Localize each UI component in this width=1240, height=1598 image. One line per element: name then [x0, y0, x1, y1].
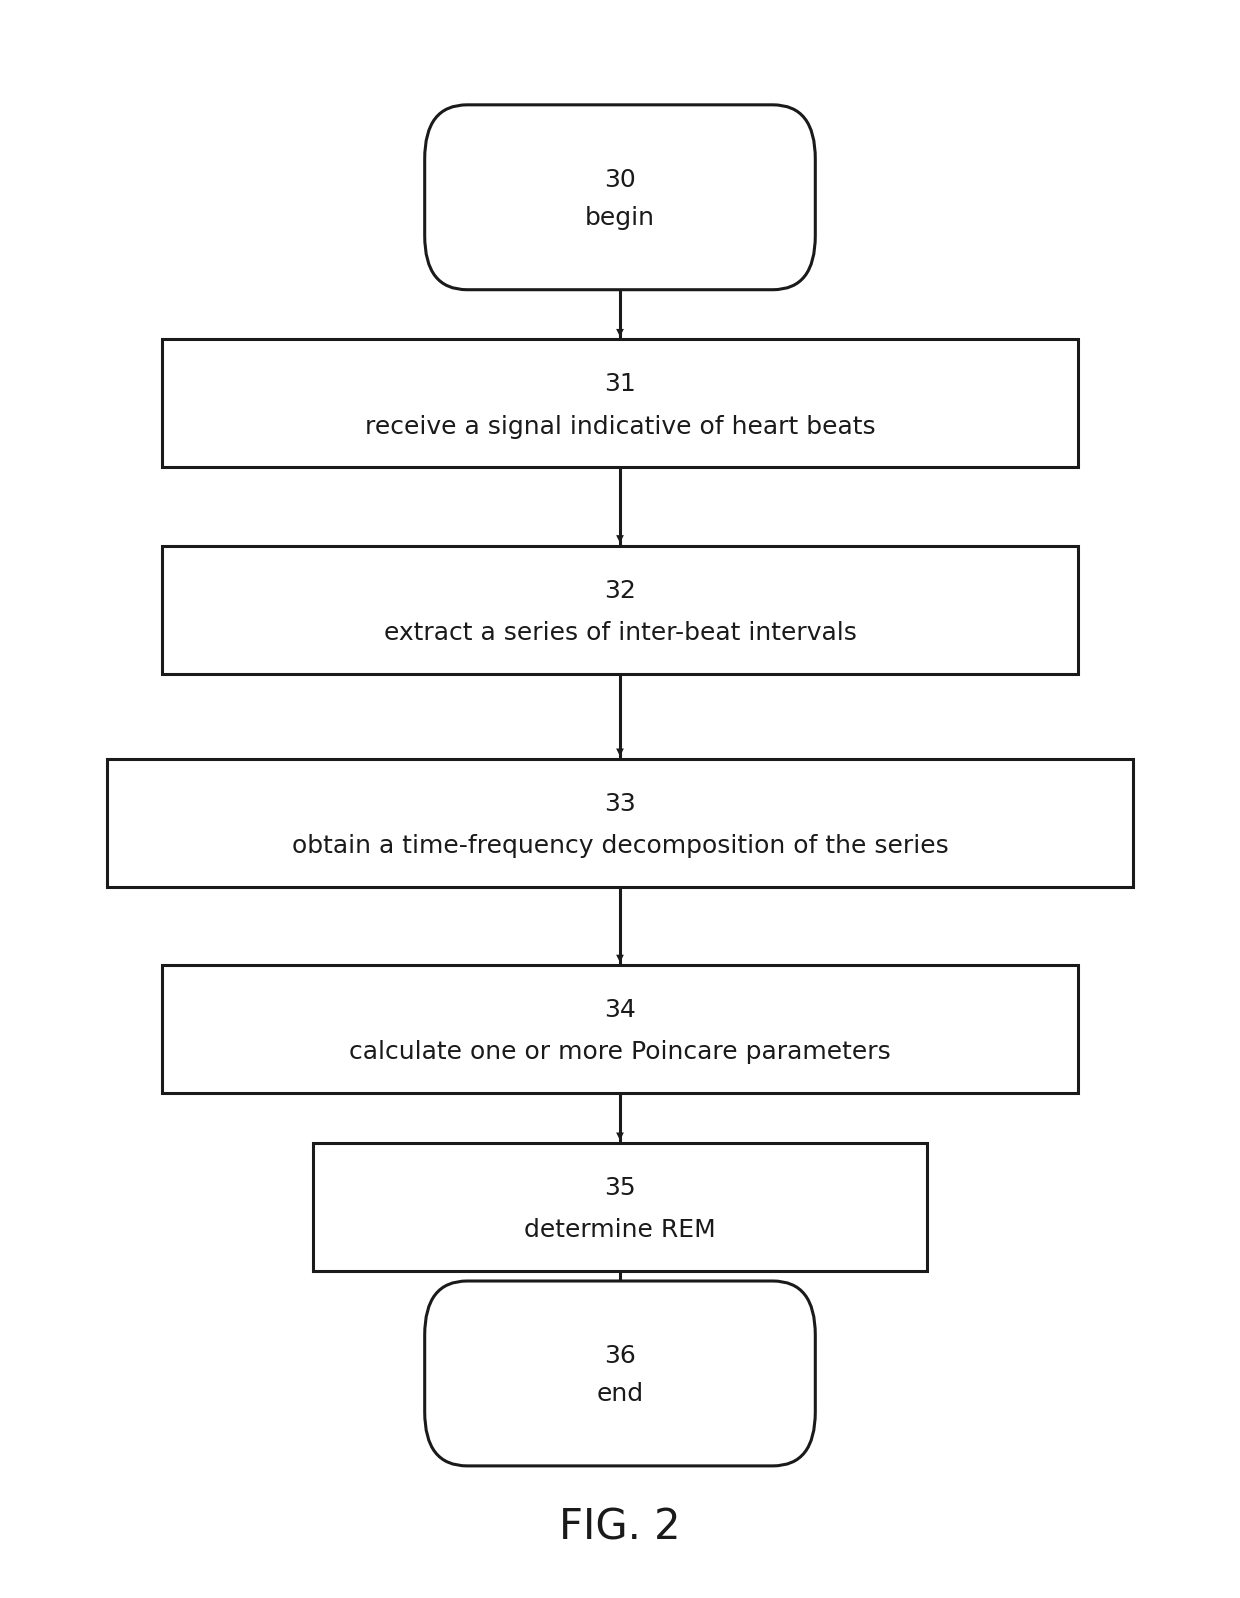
Bar	[162, 965, 1078, 1093]
Text: extract a series of inter-beat intervals: extract a series of inter-beat intervals	[383, 620, 857, 644]
Bar	[162, 547, 1078, 674]
Text: end: end	[596, 1382, 644, 1406]
Text: calculate one or more Poincare parameters: calculate one or more Poincare parameter…	[350, 1040, 890, 1064]
Text: determine REM: determine REM	[525, 1218, 715, 1242]
Text: 33: 33	[604, 793, 636, 817]
Text: 32: 32	[604, 578, 636, 602]
FancyBboxPatch shape	[424, 105, 816, 289]
Text: begin: begin	[585, 206, 655, 230]
Text: 35: 35	[604, 1176, 636, 1200]
Text: receive a signal indicative of heart beats: receive a signal indicative of heart bea…	[365, 414, 875, 438]
Text: 34: 34	[604, 999, 636, 1023]
Bar	[107, 759, 1133, 887]
Bar	[312, 1143, 928, 1270]
Text: 36: 36	[604, 1344, 636, 1368]
Text: obtain a time-frequency decomposition of the series: obtain a time-frequency decomposition of…	[291, 834, 949, 858]
Text: FIG. 2: FIG. 2	[559, 1505, 681, 1548]
Text: 31: 31	[604, 372, 636, 396]
Bar	[162, 339, 1078, 468]
FancyBboxPatch shape	[424, 1282, 816, 1465]
Text: 30: 30	[604, 168, 636, 192]
